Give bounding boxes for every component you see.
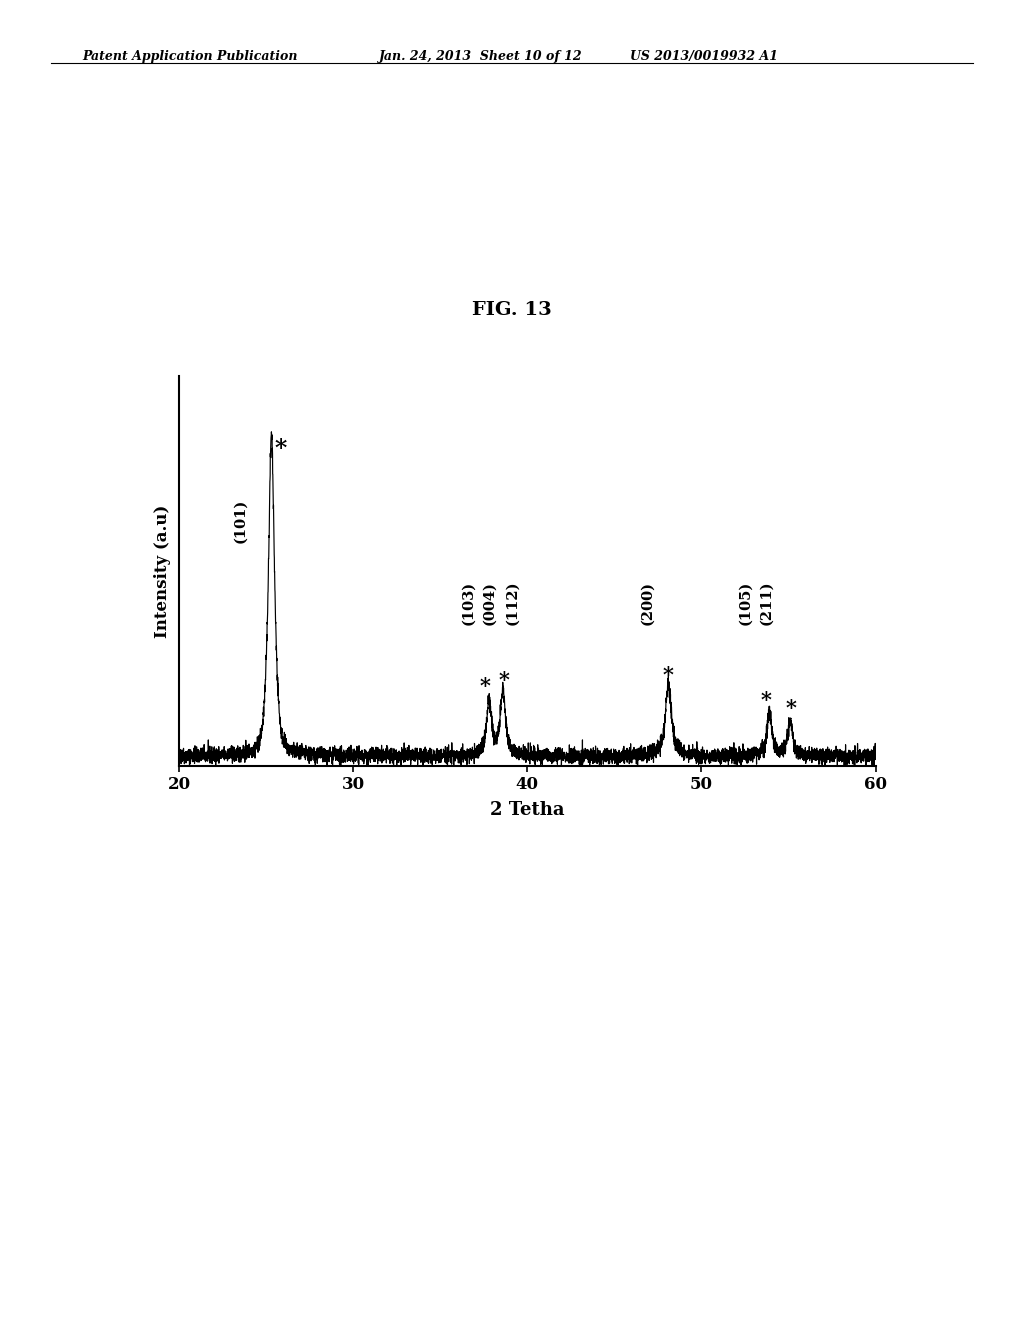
Text: (105): (105) (738, 581, 752, 624)
Text: *: * (785, 698, 797, 718)
X-axis label: 2 Tetha: 2 Tetha (490, 801, 564, 820)
Text: Jan. 24, 2013  Sheet 10 of 12: Jan. 24, 2013 Sheet 10 of 12 (379, 50, 583, 63)
Y-axis label: Intensity (a.u): Intensity (a.u) (154, 504, 171, 638)
Text: *: * (274, 437, 287, 461)
Text: *: * (761, 689, 771, 710)
Text: US 2013/0019932 A1: US 2013/0019932 A1 (630, 50, 778, 63)
Text: FIG. 13: FIG. 13 (472, 301, 552, 319)
Text: (004): (004) (482, 581, 496, 624)
Text: (103): (103) (461, 581, 475, 624)
Text: *: * (663, 665, 674, 685)
Text: (112): (112) (506, 581, 519, 624)
Text: (211): (211) (759, 581, 773, 624)
Text: (200): (200) (640, 581, 654, 624)
Text: Patent Application Publication: Patent Application Publication (82, 50, 297, 63)
Text: *: * (479, 676, 490, 696)
Text: (101): (101) (233, 499, 247, 543)
Text: *: * (499, 669, 509, 689)
